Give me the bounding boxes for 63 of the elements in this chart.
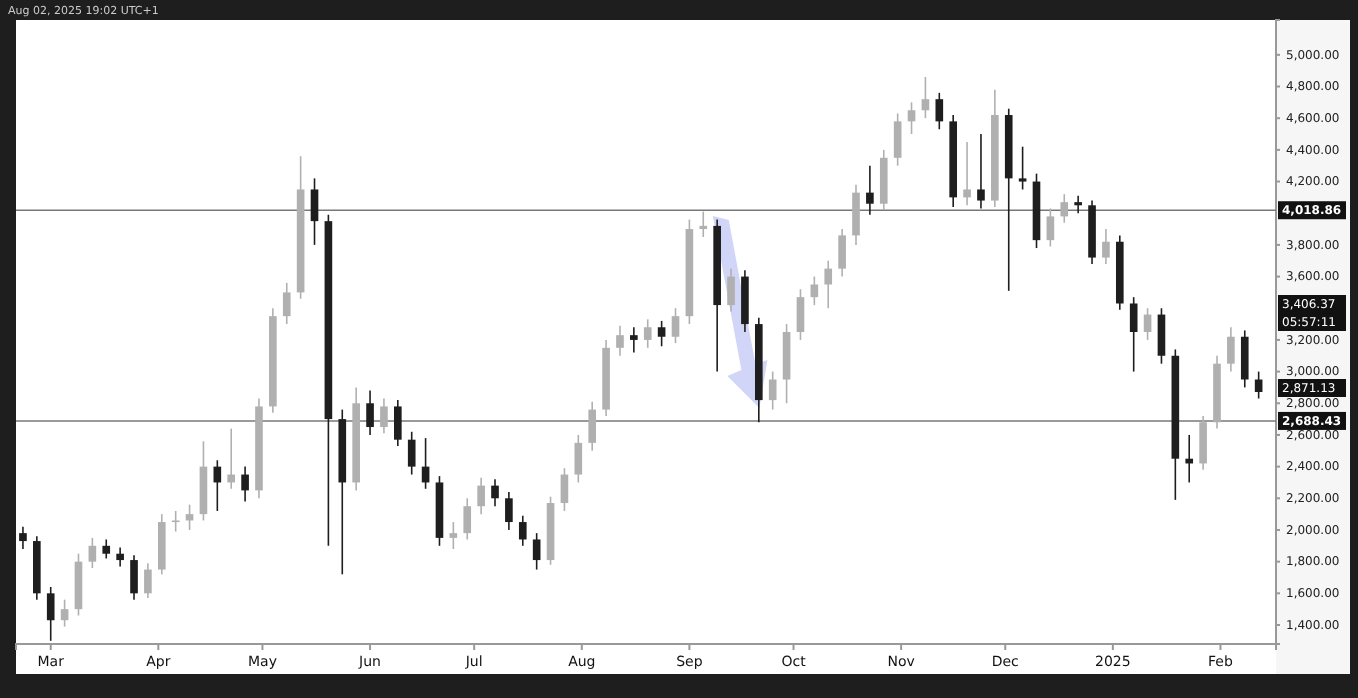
candlestick — [532, 532, 541, 571]
candlestick — [616, 324, 624, 357]
candlestick — [1157, 307, 1166, 365]
candlestick — [477, 476, 485, 515]
candlestick — [741, 269, 749, 333]
candlestick — [407, 430, 416, 476]
candlestick — [380, 397, 388, 435]
candlestick — [782, 323, 791, 405]
candlestick — [921, 76, 930, 119]
candlestick — [199, 440, 208, 522]
candlestick — [657, 320, 666, 348]
candlestick — [1129, 296, 1138, 373]
candlestick — [130, 554, 138, 601]
candlestick — [366, 389, 374, 436]
candlestick — [60, 598, 69, 628]
candlestick — [310, 177, 319, 246]
candlestick — [518, 514, 527, 547]
candlestick — [463, 497, 472, 541]
candlestick — [727, 267, 735, 313]
candlestick — [630, 326, 638, 354]
candlestick — [171, 510, 180, 533]
candlestick — [643, 318, 652, 349]
candlestick — [282, 282, 291, 325]
candlestick — [394, 399, 402, 447]
candlestick — [560, 467, 569, 512]
candlestick — [19, 526, 27, 550]
candlestick — [1199, 415, 1207, 471]
candlestick — [796, 288, 805, 341]
candlestick — [88, 537, 97, 569]
candlestick — [1018, 145, 1027, 191]
candlestick — [907, 101, 916, 135]
candlestick — [144, 562, 152, 599]
candlestick — [157, 513, 166, 576]
candlestick — [963, 141, 971, 207]
candlestick — [768, 370, 777, 411]
candlestick — [588, 400, 597, 452]
candlestick — [74, 552, 83, 617]
candlestick — [699, 210, 708, 238]
candlestick — [46, 586, 55, 642]
candlestick — [935, 92, 944, 131]
candlestick — [116, 546, 124, 568]
candlestick — [852, 183, 860, 246]
candlestick — [866, 164, 874, 216]
candlestick — [977, 133, 985, 210]
candlestick — [574, 434, 583, 484]
candlestick — [1060, 193, 1069, 224]
candlestick — [879, 149, 888, 211]
candlestick — [671, 307, 680, 344]
candlestick — [102, 538, 111, 560]
candlestick — [1046, 207, 1055, 248]
candlestick — [491, 478, 499, 508]
candlestick — [810, 275, 819, 306]
candlestick — [1074, 195, 1082, 215]
candlestick — [505, 491, 513, 531]
candlestick — [241, 465, 249, 503]
candlestick — [824, 259, 833, 310]
candlestick — [838, 228, 846, 278]
candlestick — [893, 112, 902, 167]
candlestick — [227, 427, 236, 490]
candlestick — [1227, 326, 1235, 373]
candlestick — [1102, 228, 1110, 265]
candlestick — [449, 521, 458, 550]
candlestick — [1240, 329, 1249, 389]
